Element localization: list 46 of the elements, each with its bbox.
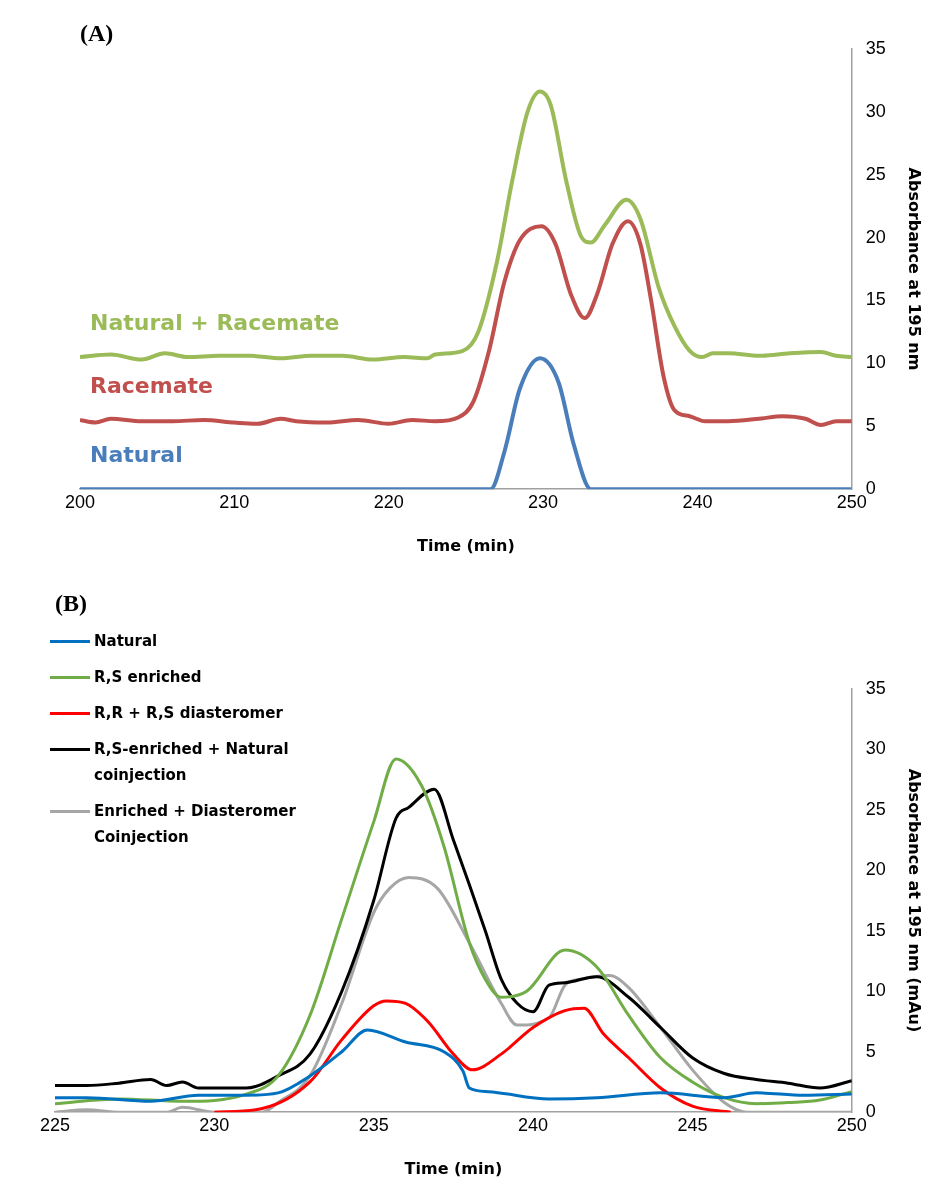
line-series bbox=[80, 89, 852, 362]
y-tick-label: 5 bbox=[865, 1040, 876, 1061]
legend-label: Natural bbox=[94, 631, 158, 652]
y-tick-label: 25 bbox=[865, 163, 886, 184]
x-axis-title: Time (min) bbox=[404, 1158, 503, 1178]
y-tick-label: 30 bbox=[865, 738, 886, 759]
x-tick-label: 225 bbox=[39, 1114, 71, 1135]
x-tick-label: 230 bbox=[199, 1114, 230, 1135]
chart-title: (B) bbox=[55, 589, 87, 616]
y-tick-label: 15 bbox=[865, 289, 886, 310]
x-tick-label: 230 bbox=[528, 491, 559, 512]
y-tick-label: 0 bbox=[865, 478, 876, 499]
x-tick-label: 250 bbox=[836, 491, 867, 512]
y-tick-label: 10 bbox=[865, 352, 886, 373]
x-tick-label: 250 bbox=[836, 1114, 867, 1135]
y-tick-label: 35 bbox=[865, 37, 886, 58]
x-tick-label: 210 bbox=[219, 491, 250, 512]
series-label: Racemate bbox=[90, 372, 213, 398]
y-tick-label: 0 bbox=[865, 1101, 876, 1122]
x-tick-label: 245 bbox=[677, 1114, 708, 1135]
line-series bbox=[212, 999, 733, 1113]
y-tick-label: 10 bbox=[865, 980, 886, 1001]
series-label: Natural + Racemate bbox=[90, 309, 340, 335]
x-tick-label: 240 bbox=[682, 491, 713, 512]
legend-label: Enriched + Diasteromer Coinjection bbox=[94, 801, 297, 848]
x-tick-label: 240 bbox=[518, 1114, 549, 1135]
y-tick-label: 30 bbox=[865, 100, 886, 121]
y-tick-label: 15 bbox=[865, 919, 886, 940]
legend-label: R,S enriched bbox=[94, 667, 202, 688]
y-tick-label: 25 bbox=[865, 798, 886, 819]
line-series bbox=[80, 219, 852, 428]
legend-label: R,S-enriched + Natural coinjection bbox=[94, 739, 290, 786]
x-tick-label: 200 bbox=[64, 491, 96, 512]
x-tick-label: 220 bbox=[373, 491, 404, 512]
y-axis-title: Absorbance at 195 nm (mAu) bbox=[905, 768, 925, 1033]
y-axis-title: Absorbance at 195 nm bbox=[905, 167, 925, 371]
y-tick-label: 20 bbox=[865, 226, 886, 247]
line-series bbox=[55, 1028, 852, 1103]
y-tick-label: 5 bbox=[865, 415, 876, 436]
y-tick-label: 35 bbox=[865, 677, 886, 698]
legend-label: R,R + R,S diasteromer bbox=[94, 703, 283, 724]
x-axis-title: Time (min) bbox=[417, 535, 515, 555]
chart-title: (A) bbox=[80, 19, 114, 46]
series-label: Natural bbox=[90, 441, 183, 467]
x-tick-label: 235 bbox=[358, 1114, 389, 1135]
y-tick-label: 20 bbox=[865, 859, 886, 880]
